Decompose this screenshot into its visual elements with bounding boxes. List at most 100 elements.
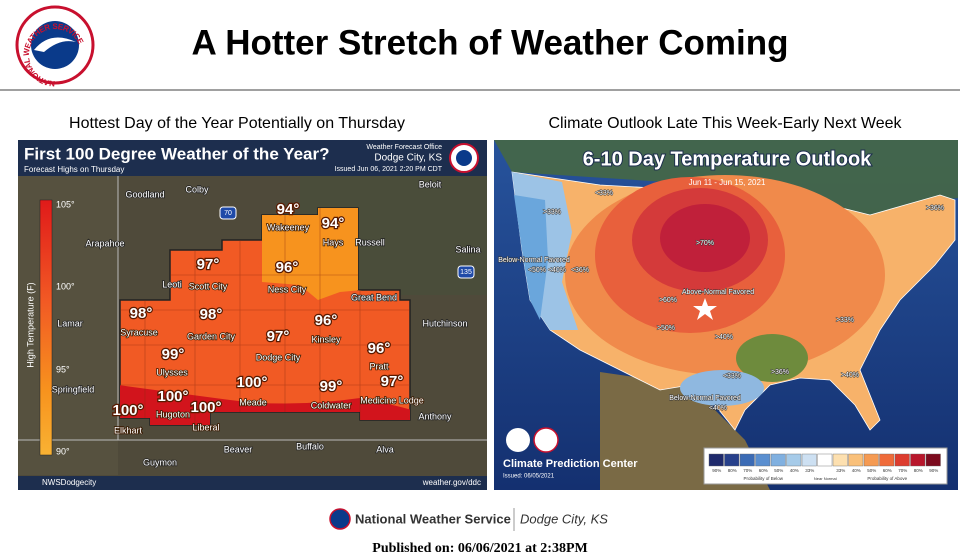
outlook-label: >33% [836,317,854,324]
published: Published on: 06/06/2021 at 2:38PM [372,541,587,556]
outlook-label: Below-Normal Favored [669,395,741,402]
city-temp: 99° [320,378,343,395]
outlook-label: >40% [715,334,733,341]
legend-label: 80% [728,468,737,473]
legend-caption: Probability of Below [743,476,783,481]
city-name: Ness City [268,284,307,294]
city-name: Meade [239,397,267,407]
city-temp: 98° [200,306,223,323]
place-name: Arapahoe [85,238,124,248]
city-name: Elkhart [114,425,143,435]
nws-logo: NATIONAL WEATHER SERVICE [15,5,95,88]
legend-label: Near Normal [814,476,837,481]
outlook-label: <50% [528,267,546,274]
issued: Issued Jun 06, 2021 2:20 PM CDT [335,166,443,173]
outlook-label: <40% [709,405,727,412]
office-location: Dodge City, KS [374,153,442,164]
outlook-label: >36% [926,205,944,212]
outlook-label: <33% [723,373,741,380]
city-temp: 96° [276,259,299,276]
legend-swatch [739,453,755,467]
legend-label: 60% [883,468,892,473]
outlook-label: >33% [543,209,561,216]
place-name: Great Bend [351,292,397,302]
place-name: Lamar [57,318,83,328]
city-name: Dodge City [256,352,301,362]
legend-label: 90% [929,468,938,473]
legend-swatch [925,453,941,467]
city-temp: 99° [162,346,185,363]
footer-office: Dodge City, KS [520,511,608,526]
legend-swatch [832,453,848,467]
slide-title: A Hotter Stretch of Weather Coming [192,23,789,62]
city-temp: 94° [322,215,345,232]
legend-label: 60% [759,468,768,473]
place-name: Buffalo [296,441,324,451]
city-temp: 97° [267,328,290,345]
right-heading: Climate Outlook Late This Week-Early Nex… [548,115,902,132]
city-name: Scott City [189,281,228,291]
place-name: Anthony [418,411,452,421]
place-name: Beaver [224,444,253,454]
outlook-label: >36% [771,369,789,376]
legend-label: 50% [867,468,876,473]
outlook-label: <40% [548,267,566,274]
legend-swatch [863,453,879,467]
city-temp: 100° [236,374,267,391]
outlook-map: 6-10 Day Temperature Outlook Jun 11 - Ju… [494,140,958,490]
outlook-title: 6-10 Day Temperature Outlook [583,148,872,170]
place-name: Goodland [125,189,164,199]
city-name: Wakeeney [267,222,310,232]
legend-label: 70% [898,468,907,473]
star [693,298,717,320]
temp-scale [39,199,53,456]
outlook-label: <36% [571,267,589,274]
legend-label: 70% [743,468,752,473]
place-name: Colby [185,184,209,194]
place-name: Hutchinson [422,318,467,328]
legend-swatch [817,453,833,467]
place-name: Alva [376,444,394,454]
legend-swatch [786,453,802,467]
place-name: Russell [355,237,385,247]
city-temp: 94° [277,201,300,218]
place-name: Salina [455,244,480,254]
outlook-dates: Jun 11 - Jun 15, 2021 [689,178,766,187]
footer-org: National Weather Service [355,511,511,526]
legend-swatch [894,453,910,467]
url: weather.gov/ddc [422,478,481,487]
legend-swatch [879,453,895,467]
legend-swatch [708,453,724,467]
outlook-label: Below-Normal Favored [498,257,570,264]
legend-swatch [910,453,926,467]
city-temp: 100° [112,402,143,419]
city-name: Hugoton [156,409,190,419]
legend-axis-label: High Temperature (F) [25,282,35,367]
city-name: Coldwater [311,400,352,410]
city-temp: 97° [381,373,404,390]
legend-tick: 100° [56,281,75,291]
city-name: Medicine Lodge [360,395,424,405]
city-name: Liberal [192,422,219,432]
city-temp: 100° [190,399,221,416]
legend-label: 40% [790,468,799,473]
legend-label: 50% [774,468,783,473]
legend-label: 33% [805,468,814,473]
place-name: Beloit [419,179,442,189]
legend-label: 80% [914,468,923,473]
city-temp: 97° [197,256,220,273]
cpc-source: Climate Prediction Center [503,458,638,470]
outlook-label: >60% [659,297,677,304]
map-title: First 100 Degree Weather of the Year? [24,144,330,163]
legend-tick: 105° [56,199,75,209]
legend-swatch [801,453,817,467]
city-name: Syracuse [120,327,158,337]
city-name: Hays [323,237,344,247]
city-name: Garden City [187,331,236,341]
city-name: Kinsley [311,334,341,344]
outlook-label: >50% [657,325,675,332]
legend-label: 40% [852,468,861,473]
